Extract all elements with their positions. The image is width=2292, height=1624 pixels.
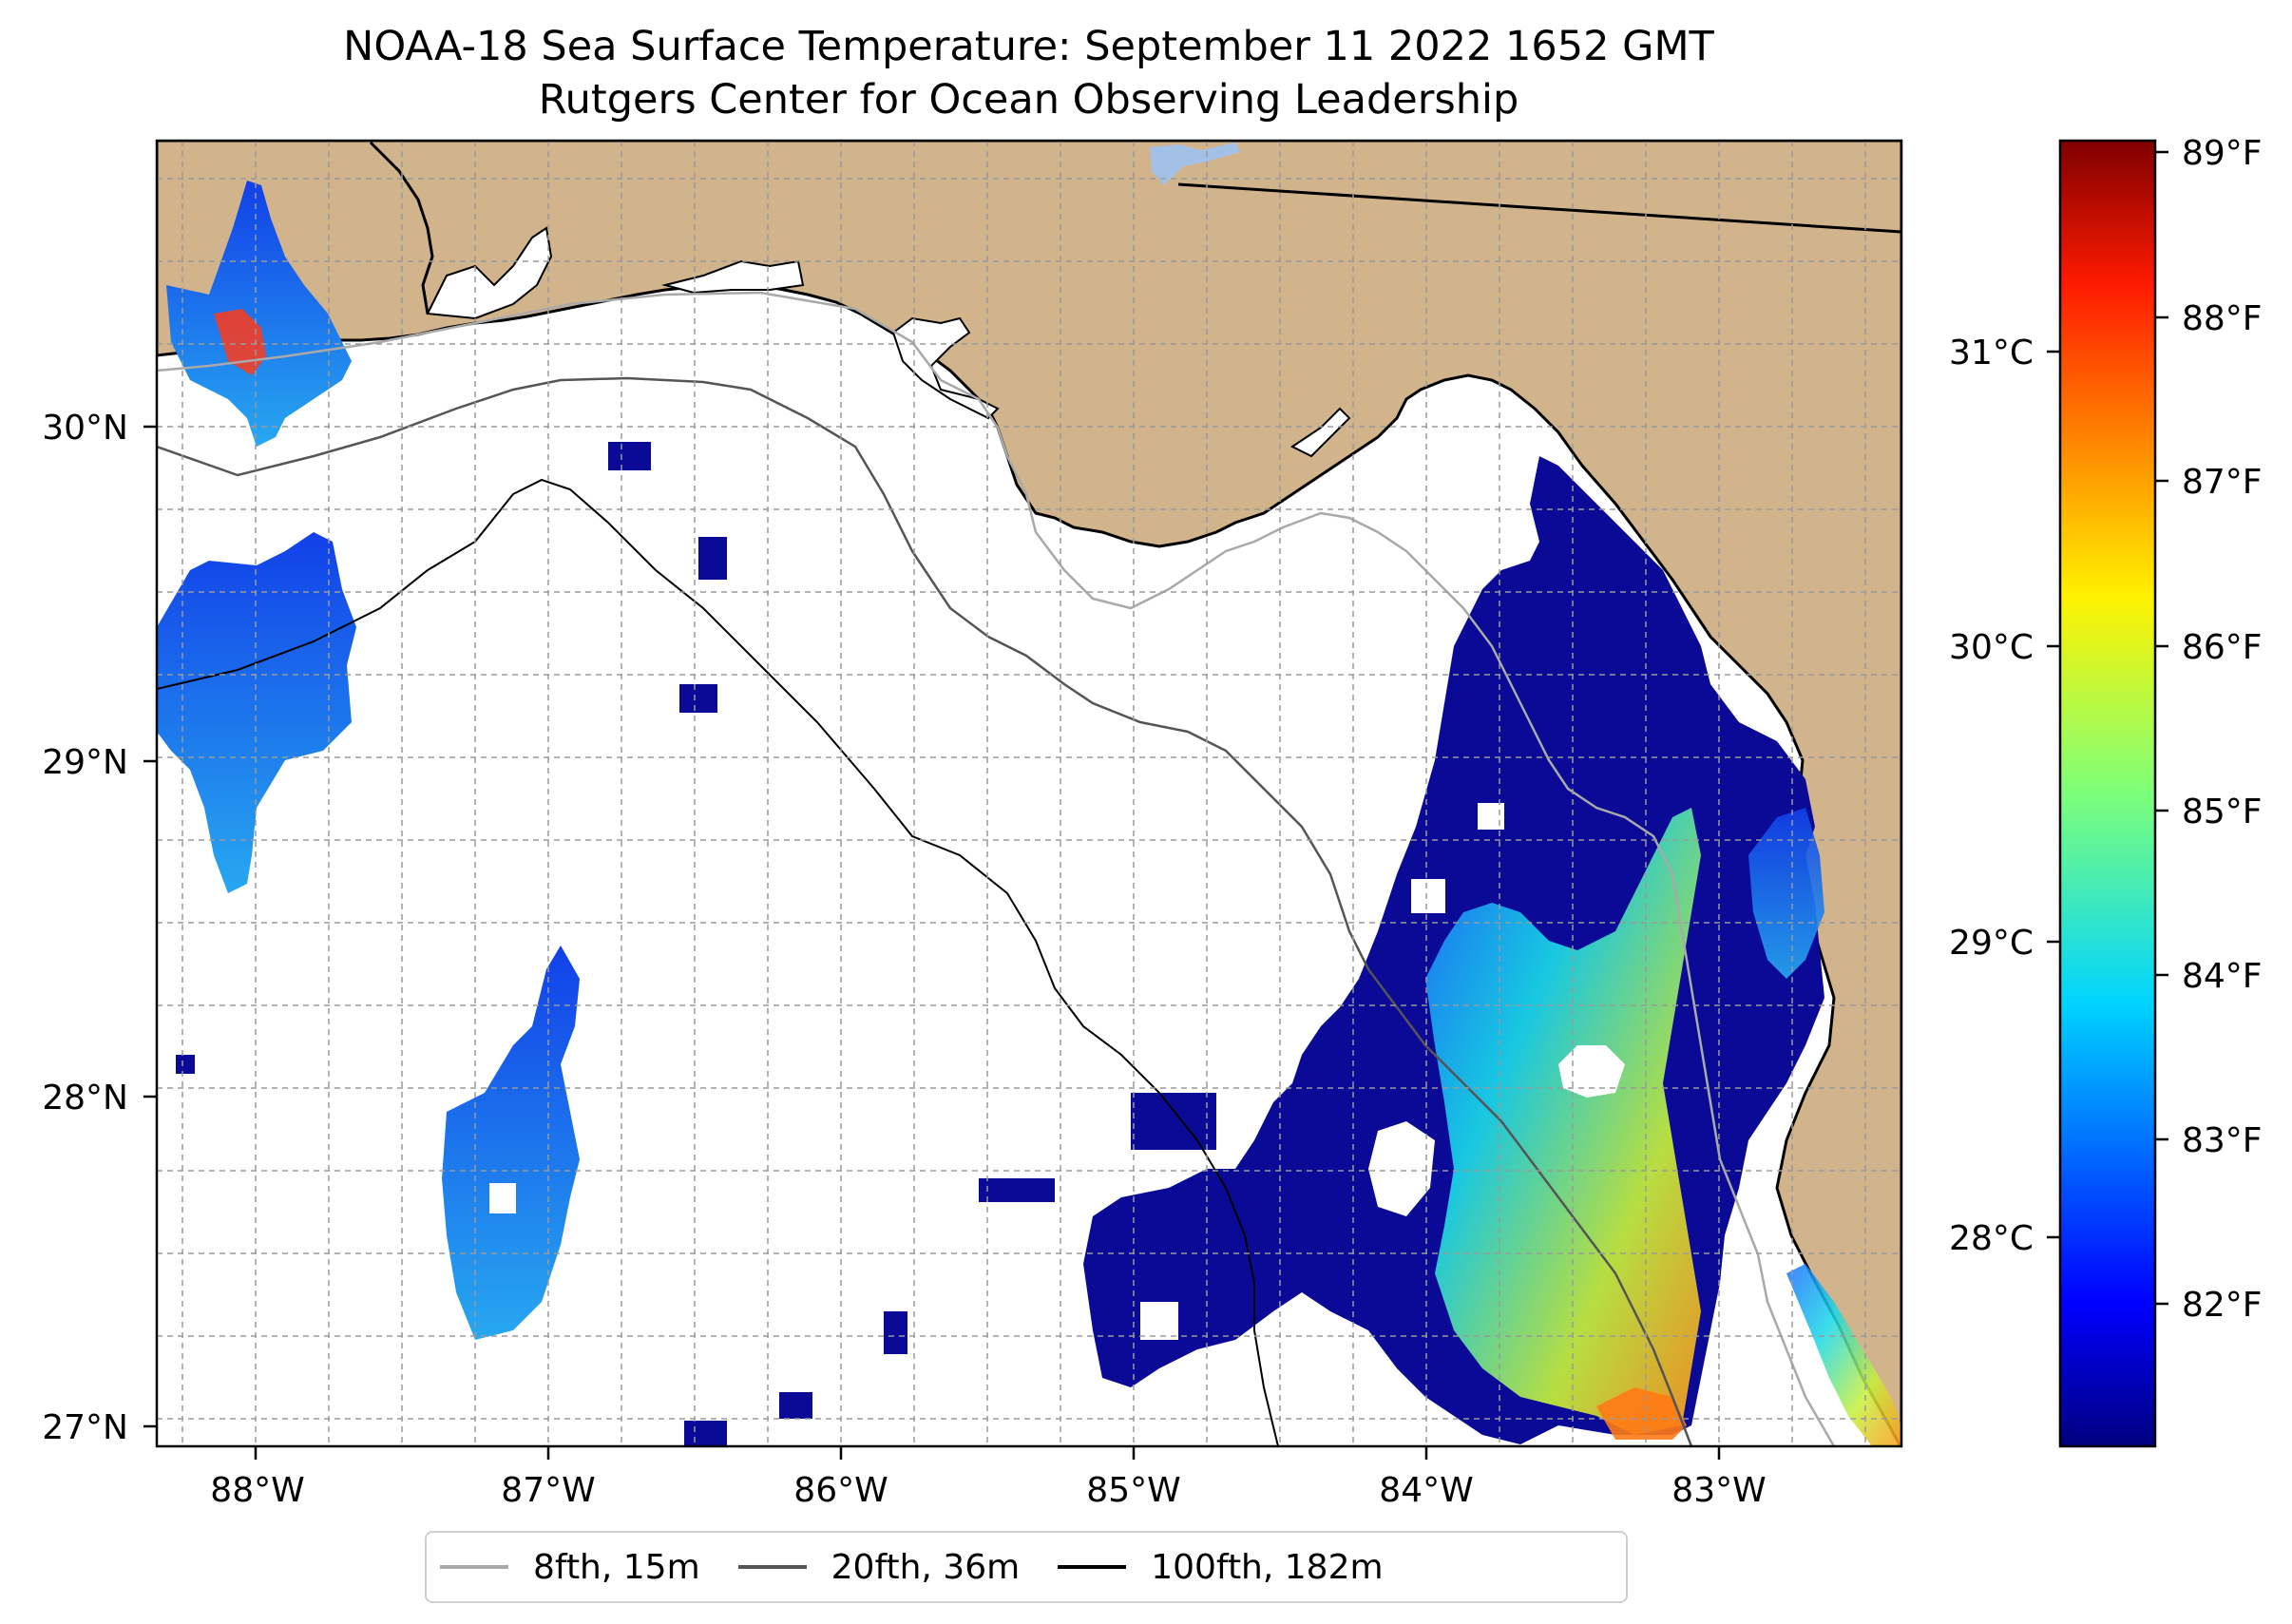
cloud-gap <box>1411 879 1445 913</box>
lat-tick-label: 27°N <box>42 1408 128 1447</box>
sst-hotspot-mobile <box>214 309 266 375</box>
colorbar-f-label: 86°F <box>2182 628 2263 667</box>
lat-tick-label: 30°N <box>42 409 128 448</box>
sst-fragment <box>979 1178 1055 1202</box>
colorbar-f-label: 83°F <box>2182 1121 2263 1160</box>
bay-stjoseph <box>891 316 1000 420</box>
chart-subtitle: Rutgers Center for Ocean Observing Leade… <box>538 76 1519 124</box>
state-border-west <box>369 141 434 315</box>
colorbar-f-label: 87°F <box>2182 463 2263 502</box>
lon-tick-label: 84°W <box>1379 1471 1473 1510</box>
legend-label: 20fth, 36m <box>831 1547 1021 1587</box>
chart-title: NOAA-18 Sea Surface Temperature: Septemb… <box>343 23 1714 70</box>
sst-fragment <box>698 537 727 580</box>
colorbar-f-label: 84°F <box>2182 957 2263 996</box>
colorbar-ticks <box>2047 150 2168 1306</box>
sst-patch-coast-east <box>1786 1264 1901 1446</box>
sst-patch-west <box>157 532 356 893</box>
bay-pensacola <box>426 226 553 320</box>
sst-fragment <box>684 1421 727 1446</box>
isobath-182m <box>157 478 1279 1446</box>
colorbar-c-label: 29°C <box>1949 924 2034 963</box>
colorbar-f-label: 88°F <box>2182 299 2263 338</box>
lat-tick-label: 29°N <box>42 743 128 782</box>
sst-fragment <box>779 1392 812 1419</box>
colorbar-f-label: 85°F <box>2182 793 2263 831</box>
legend-swatch <box>737 1565 807 1569</box>
lon-tick-label: 83°W <box>1671 1471 1766 1510</box>
sst-hotspot-south <box>1596 1387 1687 1440</box>
sst-patch-bigbend-warm <box>1425 808 1701 1435</box>
sst-fragment <box>608 442 651 470</box>
cloud-gap <box>1140 1302 1178 1340</box>
bay-apalachee <box>1290 407 1351 458</box>
legend-item-8fth: 8fth, 15m <box>440 1548 700 1587</box>
legend-swatch <box>440 1565 508 1569</box>
colorbar <box>2058 139 2157 1448</box>
map-frame <box>155 139 1903 1448</box>
sst-fragment <box>884 1311 907 1354</box>
lon-tick-label: 88°W <box>210 1471 304 1510</box>
sst-fragment <box>1131 1093 1216 1150</box>
gridlines <box>157 141 1901 1446</box>
colorbar-f-label: 82°F <box>2182 1286 2263 1325</box>
legend-swatch <box>1058 1565 1127 1569</box>
legend-label: 8fth, 15m <box>533 1547 700 1587</box>
isobath-legend: 8fth, 15m 20fth, 36m 100fth, 182m <box>425 1531 1628 1603</box>
lon-tick-label: 87°W <box>501 1471 595 1510</box>
cloud-gap <box>1368 1121 1435 1216</box>
sst-fragment <box>176 1055 195 1074</box>
lon-tick-label: 85°W <box>1086 1471 1180 1510</box>
cloud-gap <box>489 1183 516 1213</box>
legend-item-100fth: 100fth, 182m <box>1058 1547 1384 1587</box>
cloud-gap <box>1558 1045 1625 1098</box>
state-border <box>1177 182 1901 234</box>
legend-label: 100fth, 182m <box>1151 1547 1384 1587</box>
isobath-36m <box>157 376 1693 1446</box>
colorbar-c-label: 30°C <box>1949 628 2034 667</box>
sst-fragment <box>679 684 717 713</box>
sst-patch-mobile <box>166 181 352 447</box>
sst-patch-central <box>442 946 580 1340</box>
axis-ticks <box>143 425 1721 1460</box>
isobath-15m <box>157 291 1836 1446</box>
lake-seminole <box>1150 143 1240 185</box>
colorbar-c-label: 28°C <box>1949 1219 2034 1258</box>
colorbar-c-label: 31°C <box>1949 334 2034 373</box>
legend-item-20fth: 20fth, 36m <box>737 1547 1021 1587</box>
lat-tick-label: 28°N <box>42 1079 128 1118</box>
lon-tick-label: 86°W <box>793 1471 888 1510</box>
sst-data-layer <box>157 181 1901 1446</box>
cloud-gap <box>1478 803 1504 830</box>
sst-patch-coast-mid <box>1748 808 1824 979</box>
colorbar-f-label: 89°F <box>2182 134 2263 173</box>
